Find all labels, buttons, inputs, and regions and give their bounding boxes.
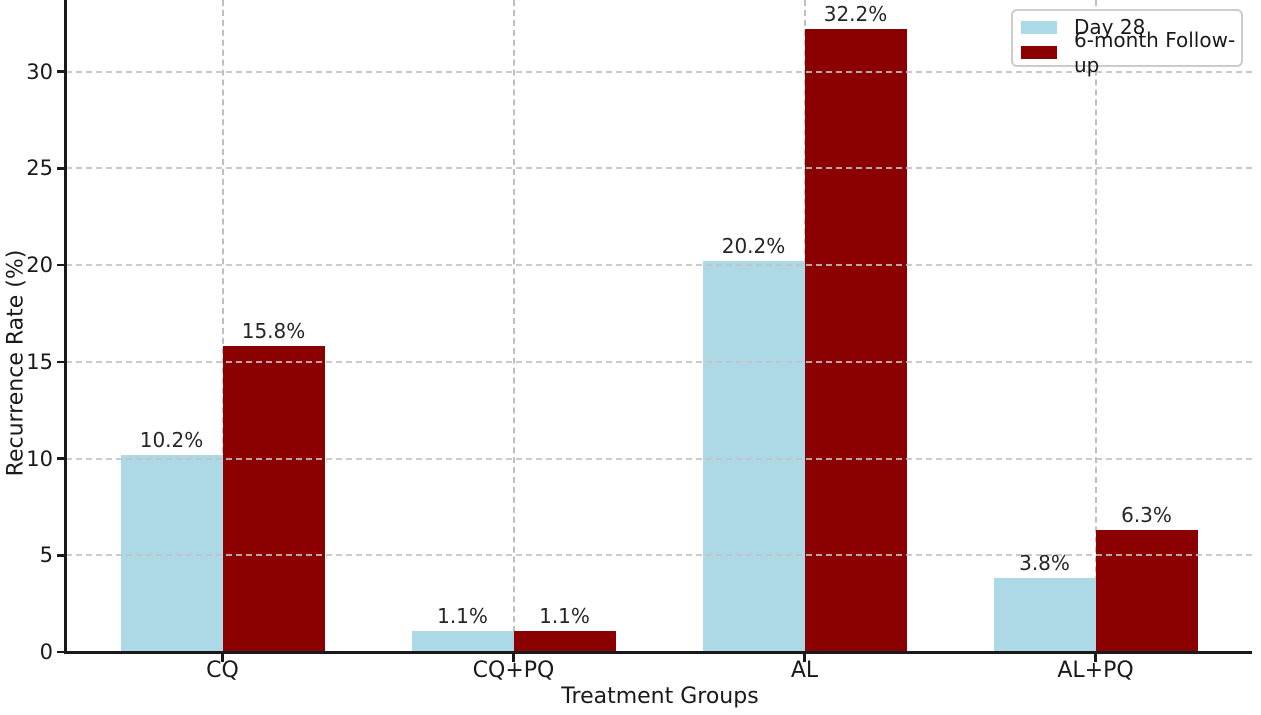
x-tick-label-cq-pq: CQ+PQ	[472, 658, 555, 683]
x-axis-line	[64, 651, 1252, 654]
y-tick-mark-25	[57, 167, 66, 170]
y-tick-label-5: 5	[39, 543, 53, 568]
legend-swatch-followup	[1021, 46, 1057, 59]
bar-followup-cq	[222, 346, 325, 652]
legend-item-followup: 6-month Follow-up	[1021, 28, 1241, 77]
gridline-horizontal-10	[66, 457, 1252, 460]
gridline-horizontal-20	[66, 264, 1252, 266]
y-axis-line	[64, 0, 67, 651]
gridline-vertical-al-pq	[1094, 0, 1097, 652]
y-tick-mark-0	[57, 650, 66, 654]
bar-value-label-day28-cq-pq: 1.1%	[437, 603, 488, 628]
bar-day28-cq-pq	[411, 630, 514, 652]
y-tick-label-0: 0	[39, 640, 53, 664]
y-tick-mark-5	[57, 554, 66, 557]
legend-swatch-day28	[1021, 21, 1057, 34]
bar-value-label-followup-al: 32.2%	[823, 1, 888, 26]
bar-value-label-day28-cq: 10.2%	[139, 427, 204, 452]
bar-value-label-followup-cq-pq: 1.1%	[539, 603, 590, 628]
y-tick-label-15: 15	[26, 349, 53, 374]
x-tick-mark-cq	[221, 653, 224, 662]
gridline-vertical-cq	[221, 0, 224, 652]
y-tick-mark-30	[57, 70, 66, 73]
y-tick-mark-10	[57, 457, 66, 460]
x-tick-label-al-pq: AL+PQ	[1057, 658, 1134, 683]
legend-item-day28: Day 28	[1021, 15, 1241, 40]
gridline-vertical-cq-pq	[512, 0, 515, 652]
bar-day28-al-pq	[993, 578, 1096, 652]
x-tick-label-al: AL	[790, 658, 819, 683]
gridline-horizontal-25	[66, 167, 1252, 170]
bar-day28-cq	[120, 454, 223, 652]
x-tick-label-cq: CQ	[206, 658, 239, 683]
legend-label-followup: 6-month Follow-up	[1074, 27, 1236, 77]
bar-value-label-day28-al: 20.2%	[721, 234, 786, 259]
bar-day28-al	[702, 261, 805, 652]
y-tick-label-10: 10	[26, 446, 53, 471]
bar-value-label-day28-al-pq: 3.8%	[1019, 551, 1070, 576]
x-tick-mark-cq-pq	[512, 653, 515, 662]
y-axis-title: Recurrence Rate (%)	[3, 249, 29, 477]
bar-value-label-followup-cq: 15.8%	[241, 319, 306, 344]
gridline-horizontal-5	[66, 554, 1252, 557]
y-tick-label-20: 20	[26, 253, 53, 277]
x-tick-mark-al	[803, 653, 806, 662]
bar-value-label-followup-al-pq: 6.3%	[1121, 503, 1172, 528]
bar-followup-al-pq	[1095, 530, 1198, 652]
y-tick-label-25: 25	[26, 156, 53, 181]
x-axis-title: Treatment Groups	[561, 684, 759, 709]
bar-followup-al	[804, 28, 907, 652]
legend: Day 28 6-month Follow-up	[1011, 9, 1243, 77]
gridline-horizontal-15	[66, 360, 1252, 363]
bar-followup-cq-pq	[513, 630, 616, 652]
y-tick-label-30: 30	[26, 59, 53, 84]
gridline-horizontal-30	[66, 70, 1252, 73]
y-tick-mark-15	[57, 360, 66, 363]
x-tick-mark-al-pq	[1094, 653, 1097, 662]
y-tick-mark-20	[57, 263, 66, 267]
legend-label-day28: Day 28	[1074, 15, 1146, 39]
